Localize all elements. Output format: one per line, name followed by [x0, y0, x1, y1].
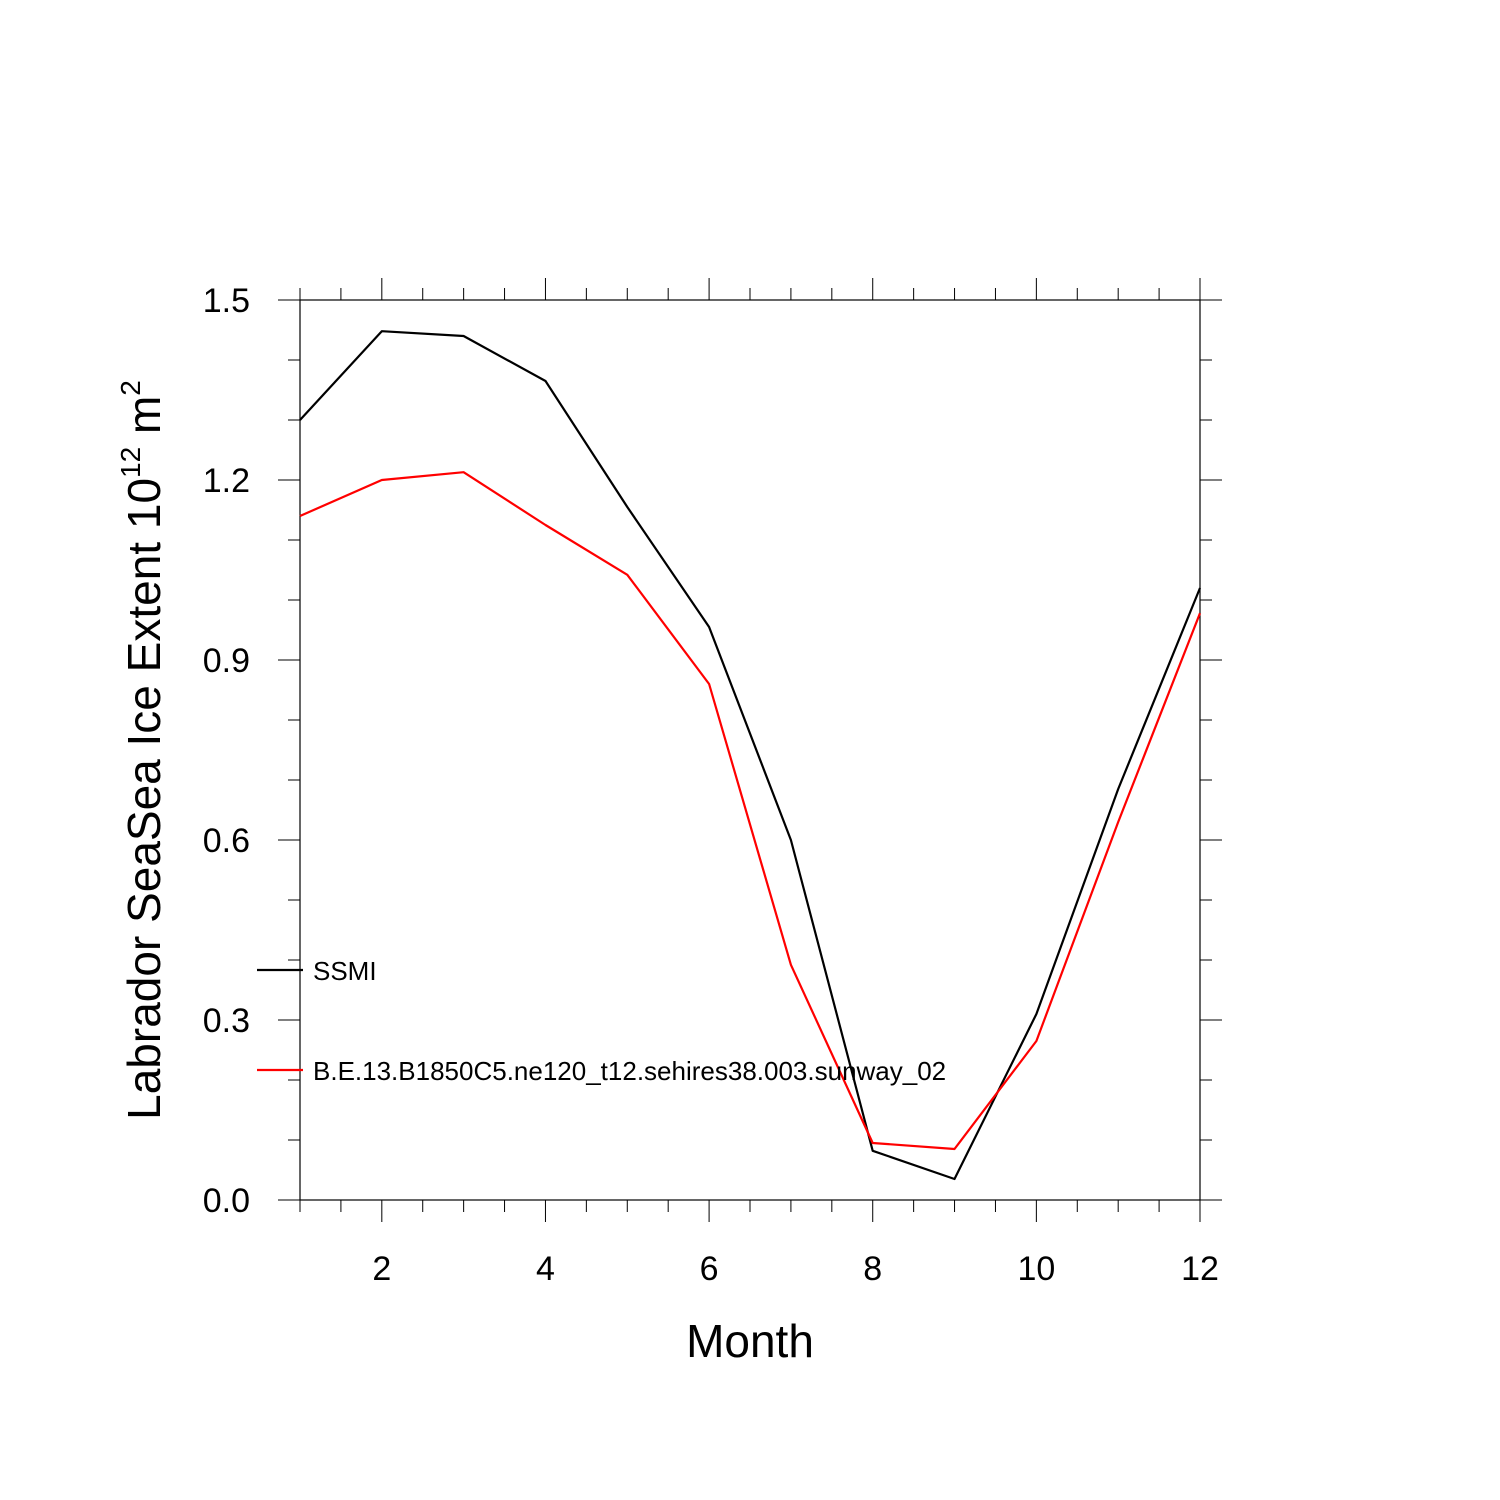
y-tick-label: 0.9	[203, 642, 250, 680]
x-tick-label: 6	[700, 1250, 719, 1288]
y-tick-label: 0.6	[203, 822, 250, 860]
plot-frame	[299, 299, 1201, 1201]
x-tick-label: 10	[1017, 1250, 1055, 1288]
legend-label-0: SSMI	[313, 956, 377, 986]
y-axis-title-unit-exponent: 2	[115, 380, 146, 396]
major-ticks	[278, 278, 1222, 1222]
y-tick-label: 1.5	[203, 282, 250, 320]
minor-ticks	[288, 288, 1212, 1212]
x-tick-label: 12	[1181, 1250, 1219, 1288]
x-tick-label: 4	[536, 1250, 555, 1288]
series-line-1	[299, 471, 1202, 1151]
x-tick-label: 8	[863, 1250, 882, 1288]
y-tick-label: 1.2	[203, 462, 250, 500]
x-tick-label: 2	[372, 1250, 391, 1288]
y-tick-label: 0.3	[203, 1002, 250, 1040]
series-line-0	[299, 330, 1202, 1181]
y-tick-labels: 0.0 0.3 0.6 0.9 1.2 1.5	[203, 282, 250, 1220]
legend: SSMI B.E.13.B1850C5.ne120_t12.sehires38.0…	[257, 956, 946, 1086]
y-axis-title-exponent: 12	[115, 447, 146, 478]
legend-label-1: B.E.13.B1850C5.ne120_t12.sehires38.003.s…	[313, 1056, 946, 1086]
y-tick-label: 0.0	[203, 1182, 250, 1220]
y-axis-title: Labrador SeaSea Ice Extent 1012 m2	[115, 380, 170, 1120]
y-axis-title-unit: m	[118, 396, 170, 447]
x-tick-labels: 2 4 6 8 10 12	[372, 1250, 1219, 1288]
series-lines	[299, 330, 1202, 1181]
y-axis-title-prefix: Labrador SeaSea Ice Extent 10	[118, 478, 170, 1120]
x-axis-title: Month	[686, 1315, 814, 1367]
